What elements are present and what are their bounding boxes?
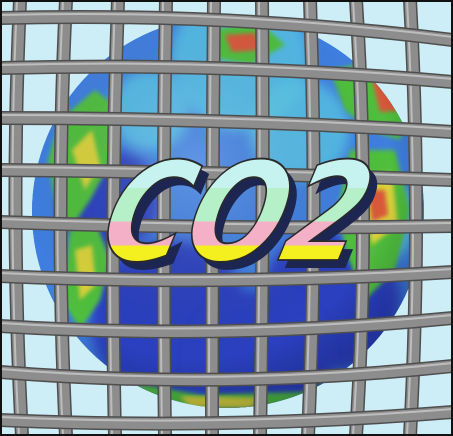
- co2-logo: CO2 CO2: [88, 134, 395, 301]
- co2-logo-text: CO2: [88, 134, 388, 293]
